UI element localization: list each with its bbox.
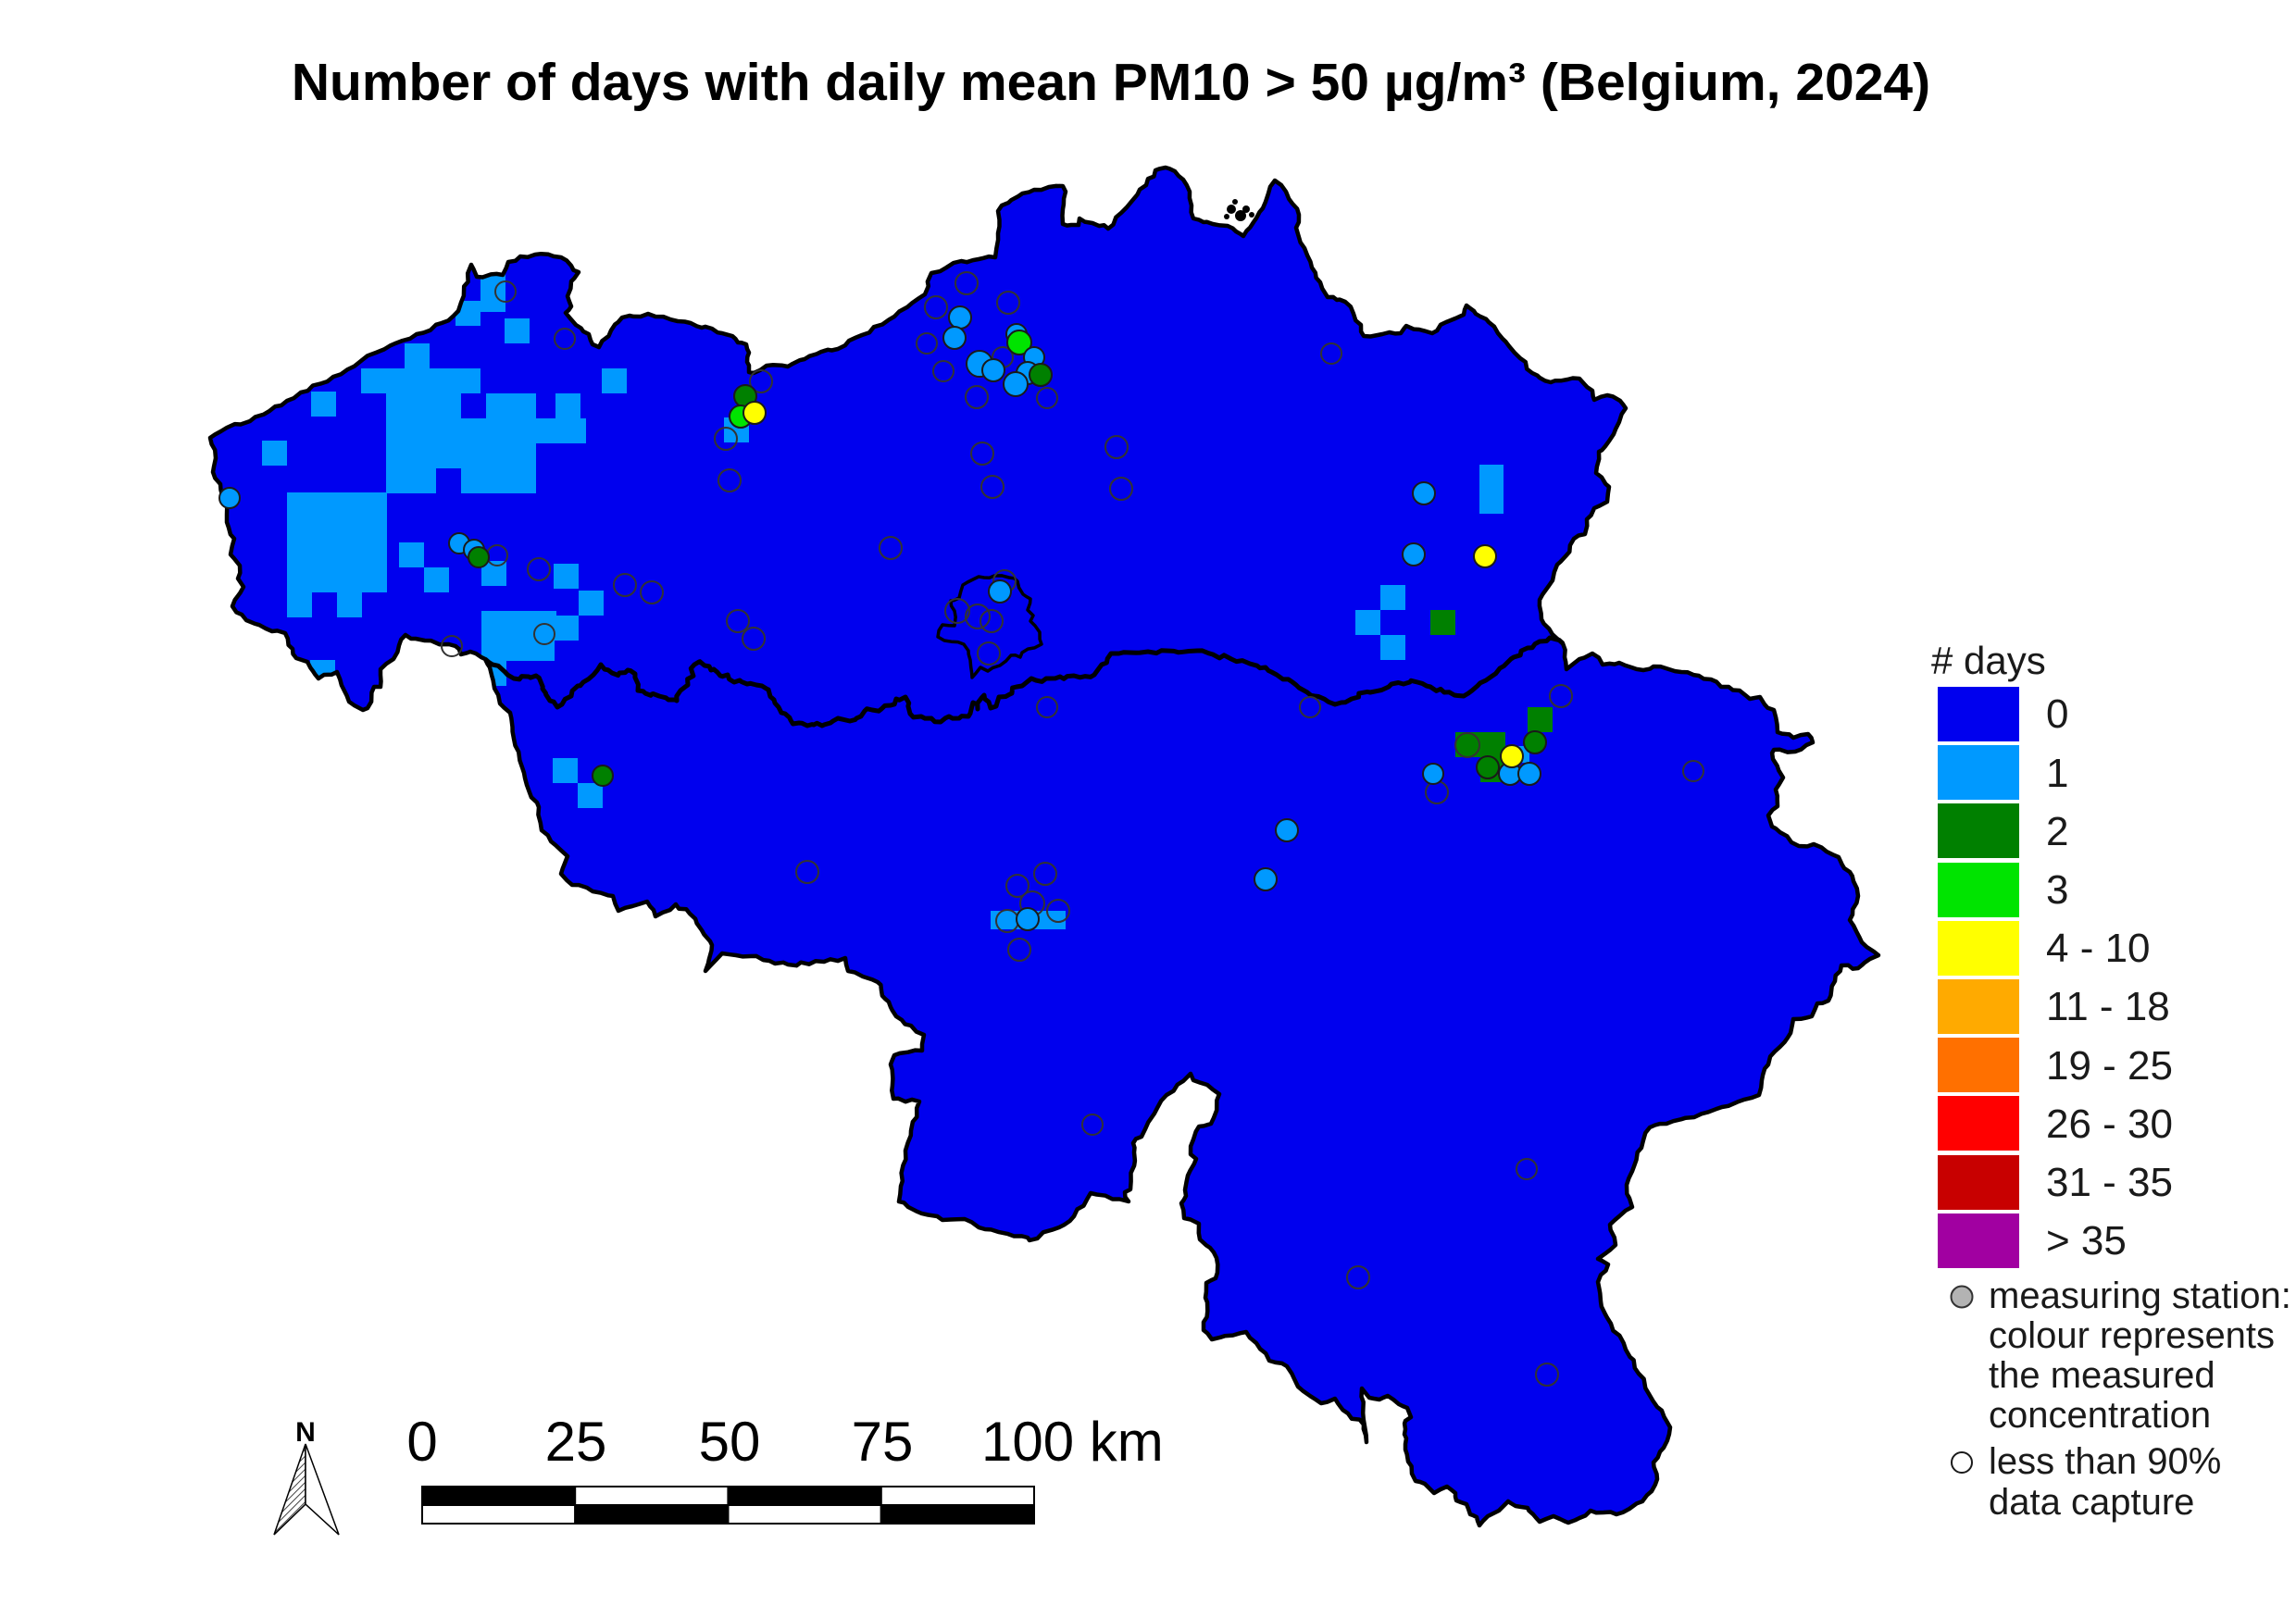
svg-text:concentration: concentration	[1989, 1395, 2211, 1436]
svg-text:50: 50	[699, 1411, 761, 1473]
svg-text:0: 0	[406, 1411, 437, 1473]
svg-text:1: 1	[2046, 751, 2068, 796]
svg-text:less than 90%: less than 90%	[1989, 1441, 2221, 1482]
svg-text:2: 2	[2046, 809, 2068, 854]
svg-text:N: N	[295, 1417, 316, 1448]
svg-text:0: 0	[2046, 691, 2068, 737]
svg-text:4 - 10: 4 - 10	[2046, 926, 2151, 971]
svg-text:> 35: > 35	[2046, 1218, 2127, 1263]
svg-text:# days: # days	[1931, 639, 2046, 682]
svg-text:Number of days with daily mean: Number of days with daily mean PM10 > 50…	[292, 53, 1930, 112]
svg-text:measuring station:: measuring station:	[1989, 1276, 2291, 1316]
svg-text:11 - 18: 11 - 18	[2046, 984, 2170, 1029]
svg-text:26 - 30: 26 - 30	[2046, 1101, 2173, 1147]
svg-text:data capture: data capture	[1989, 1482, 2194, 1523]
svg-text:100 km: 100 km	[981, 1411, 1164, 1473]
svg-text:75: 75	[852, 1411, 914, 1473]
svg-text:the measured: the measured	[1989, 1355, 2215, 1396]
svg-text:19 - 25: 19 - 25	[2046, 1043, 2173, 1089]
svg-text:25: 25	[545, 1411, 607, 1473]
svg-text:colour represents: colour represents	[1989, 1315, 2275, 1356]
svg-text:31 - 35: 31 - 35	[2046, 1160, 2173, 1205]
svg-text:3: 3	[2046, 867, 2068, 913]
